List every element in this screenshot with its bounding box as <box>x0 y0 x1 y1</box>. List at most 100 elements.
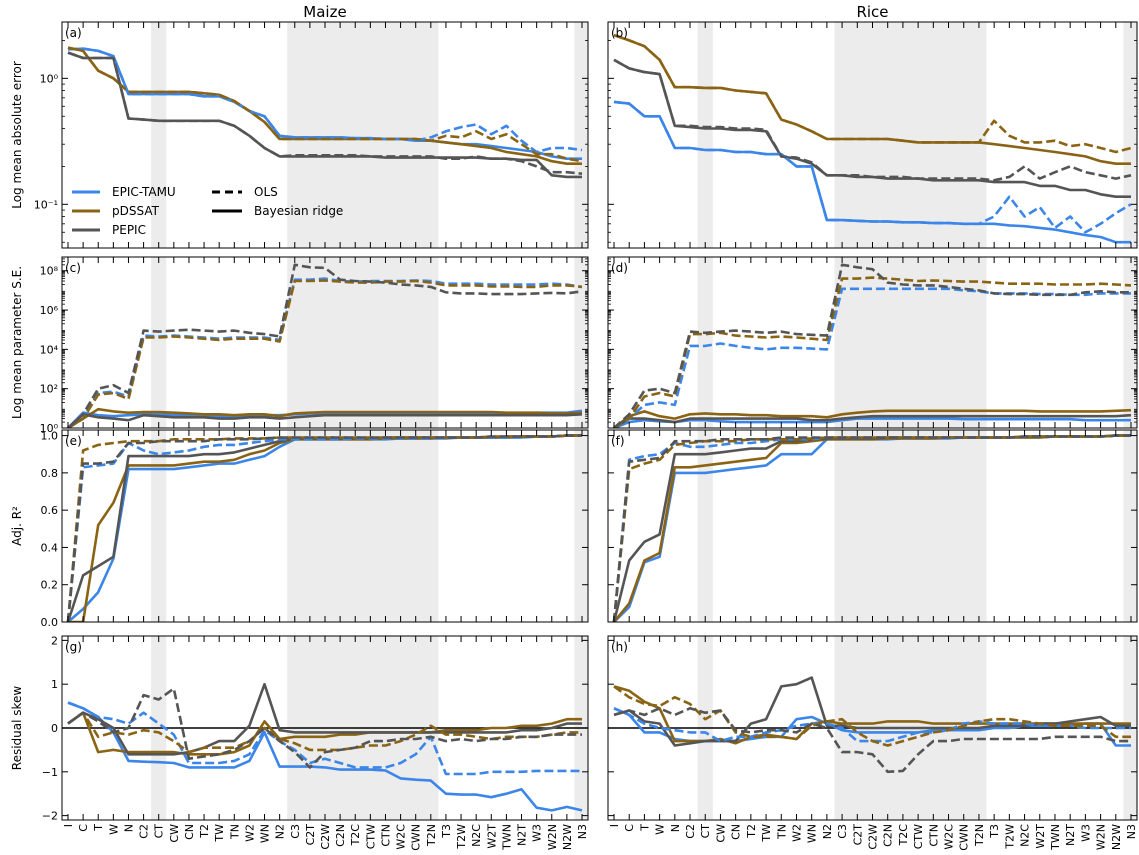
y-axis-label: Adj. R² <box>10 506 24 546</box>
x-tick-label: C <box>77 824 90 832</box>
x-tick-label: T2W <box>455 824 468 850</box>
x-tick-label: N3 <box>576 824 589 839</box>
series-line-pdssat-bayesian-ridge <box>67 711 582 756</box>
x-tick-label: T2C <box>349 824 362 847</box>
series-line-pdssat-ols <box>612 434 1131 622</box>
x-tick-label: TWN <box>500 824 513 851</box>
shaded-region <box>697 22 713 248</box>
y-axis-label: Log mean absolute error <box>10 61 24 209</box>
x-tick-label: T3 <box>440 824 453 839</box>
x-tick-label: W3 <box>531 824 544 842</box>
series-group <box>613 263 1132 428</box>
series-line-pdssat-ols <box>613 33 1132 154</box>
x-tick-label: W2 <box>790 824 803 842</box>
series-line-pdssat-ols <box>67 46 583 163</box>
panel-label: (c) <box>65 261 81 275</box>
shaded-region <box>151 22 167 248</box>
x-tick-label: W2N <box>1095 824 1108 850</box>
x-tick-label: CTW <box>912 824 925 849</box>
shaded-region <box>574 430 588 622</box>
panel-f: (f) <box>607 429 1138 623</box>
shaded-region <box>287 430 439 622</box>
x-tick-label: TW <box>760 824 773 843</box>
panel-label: (b) <box>611 26 628 40</box>
series-line-pepic-bayesian-ridge <box>67 682 582 756</box>
series-group <box>67 46 583 179</box>
x-tick-label: T2N <box>973 824 986 847</box>
y-tick-label: 10⁰ <box>40 422 59 435</box>
x-tick-label: W2C <box>395 824 408 850</box>
x-tick-label: N2C <box>1019 824 1032 847</box>
series-group <box>612 434 1131 622</box>
x-tick-label: T2W <box>1003 824 1016 850</box>
x-tick-label: W <box>654 824 667 835</box>
x-tick-label: C3 <box>836 824 849 839</box>
panel-d: (d) <box>607 256 1138 429</box>
panel-b: (b) <box>607 21 1138 249</box>
x-tick-label: CN <box>730 824 743 840</box>
y-tick-label: 10⁸ <box>40 265 59 278</box>
x-tick-label: N2 <box>821 824 834 839</box>
shaded-region <box>287 257 439 428</box>
x-tick-label: C2 <box>138 824 151 839</box>
column-title-rice: Rice <box>856 3 888 21</box>
x-tick-label: CTW <box>364 824 377 849</box>
shaded-region <box>834 22 987 248</box>
panel-label: (f) <box>611 434 625 448</box>
x-tick-label: TN <box>228 824 241 840</box>
x-tick-label: W2C <box>943 824 956 850</box>
x-tick-label: WN <box>806 824 819 843</box>
series-line-pdssat-bayesian-ridge <box>613 408 1132 428</box>
x-tick-label: N <box>122 824 135 832</box>
shaded-region <box>834 430 987 622</box>
panel-c: 10⁰ 10² 10⁴ 10⁶ 10⁸ Log mean parameter S.E. (c… <box>10 256 589 435</box>
series-line-pepic-ols <box>612 434 1131 622</box>
y-axis-label: Log mean parameter S.E. <box>10 266 24 419</box>
series-line-pepic-bayesian-ridge <box>613 413 1132 428</box>
y-tick-label: 0.2 <box>41 579 59 592</box>
x-tick-label: N <box>669 824 682 832</box>
x-tick-label: TW <box>213 824 226 843</box>
shaded-region <box>574 22 588 248</box>
x-tick-label: T2N <box>425 824 438 847</box>
y-tick-label: −2 <box>42 810 58 823</box>
shaded-region <box>287 22 439 248</box>
x-tick-label: T2 <box>745 824 758 839</box>
series-line-epic-tamu-bayesian-ridge <box>67 701 583 812</box>
x-tick-label: N2T <box>516 824 529 846</box>
x-tick-label: T2C <box>897 824 910 847</box>
series-group <box>67 682 583 812</box>
x-tick-label: C3 <box>289 824 302 839</box>
x-tick-label: CTN <box>379 824 392 847</box>
series-line-pepic-bayesian-ridge <box>613 58 1131 198</box>
panel-label: (g) <box>65 640 82 654</box>
x-tick-label: C2T <box>304 824 317 846</box>
x-tick-label: C2W <box>319 824 332 850</box>
x-tick-label: N2W <box>561 824 574 850</box>
panel-label: (h) <box>611 640 628 654</box>
x-tick-label: C2N <box>882 824 895 847</box>
x-tick-label: CT <box>153 824 166 839</box>
series-line-pepic-ols <box>67 687 582 769</box>
x-tick-label: W2T <box>1034 824 1047 849</box>
shaded-region <box>1123 430 1137 622</box>
y-tick-label: 1.0 <box>41 430 59 443</box>
shaded-region <box>697 430 713 622</box>
series-line-pepic-ols <box>613 706 1131 774</box>
shaded-region <box>574 257 588 428</box>
shaded-region <box>697 257 713 428</box>
series-line-pdssat-ols <box>66 434 582 622</box>
x-tick-label: N2 <box>274 824 287 839</box>
panel-a: 10⁰ 10⁻¹ Log mean absolute error (a) EPIC-TA… <box>10 21 589 249</box>
x-tick-label: N2W <box>1110 824 1123 850</box>
x-tick-label: CW <box>168 824 181 843</box>
x-tick-label: I <box>62 824 75 827</box>
legend-label-ols: OLS <box>254 185 278 199</box>
x-tick-label: TWN <box>1049 824 1062 851</box>
x-tick-label: CWN <box>958 824 971 851</box>
x-tick-label: TN <box>775 824 788 840</box>
shaded-region <box>1123 257 1137 428</box>
panel-label: (e) <box>65 434 82 448</box>
